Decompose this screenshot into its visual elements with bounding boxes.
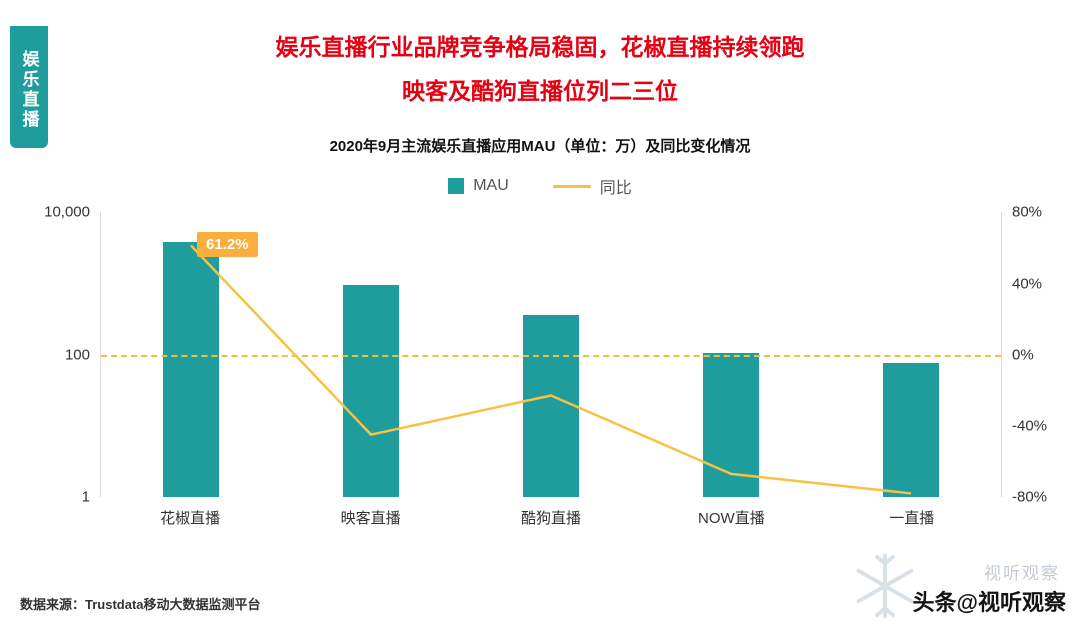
right-axis-tick: -80% [1012,488,1048,506]
legend-item-mau: MAU [448,177,509,195]
legend-item-yoy: 同比 [552,174,632,198]
mau-bar-swatch [448,178,465,195]
category-axis: 花椒直播 映客直播 酷狗直播 NOW直播 一直播 [22,503,1058,529]
yoy-annotation-badge: 61.2% [197,231,258,257]
page-title: 娱乐直播行业品牌竞争格局稳固，花椒直播持续领跑 映客及酷狗直播位列二三位 [0,26,1080,113]
category-labels: 花椒直播 映客直播 酷狗直播 NOW直播 一直播 [100,503,1002,529]
plot-area: 61.2% [100,212,1002,498]
mau-bar-映客直播 [343,285,399,498]
yoy-line-swatch [552,184,591,188]
legend-label-yoy: 同比 [599,180,632,198]
category-label-酷狗直播: 酷狗直播 [520,510,582,528]
page-title-line1: 娱乐直播行业品牌竞争格局稳固，花椒直播持续领跑 [275,34,805,60]
mau-bar-NOW直播 [703,353,759,498]
left-axis-tick: 100 [64,346,90,364]
category-axis-right-spacer [1002,503,1058,529]
mau-bar-一直播 [883,362,939,498]
mau-bar-酷狗直播 [523,315,579,498]
category-label-映客直播: 映客直播 [340,510,401,528]
snowflake-icon [856,553,914,619]
category-label-一直播: 一直播 [889,510,935,528]
mau-bar-花椒直播 [163,241,219,498]
left-axis-tick: 10,000 [44,203,90,221]
page-title-line2: 映客及酷狗直播位列二三位 [402,77,678,104]
left-axis: 10,000 100 1 [22,204,100,506]
right-axis-tick: 80% [1012,203,1043,221]
right-axis-tick: 40% [1012,275,1043,293]
category-label-NOW直播: NOW直播 [698,510,765,528]
watermark-text: 头条@视听观察 [912,590,1066,615]
right-axis-tick: -40% [1012,417,1048,435]
chart-legend: MAU 同比 [0,174,1080,198]
zero-baseline [101,354,1001,357]
chart-title: 2020年9月主流娱乐直播应用MAU（单位：万）及同比变化情况 [329,138,751,156]
legend-label-mau: MAU [473,177,509,195]
right-axis: 80% 40% 0% -40% -80% [1002,204,1058,506]
category-label-花椒直播: 花椒直播 [160,510,221,528]
left-axis-tick: 1 [81,488,90,506]
watermark: 视听观察 头条@视听观察 [816,553,1066,625]
category-axis-left-spacer [22,503,100,529]
chart-area: 10,000 100 1 61.2% 80% 40% 0% -40% -80% [22,204,1058,506]
side-tab-entertainment-live: 娱乐直播 [10,26,48,148]
data-source: 数据来源：Trustdata移动大数据监测平台 [20,597,261,612]
right-axis-tick: 0% [1012,346,1034,364]
watermark-faint-text: 视听观察 [984,564,1060,583]
